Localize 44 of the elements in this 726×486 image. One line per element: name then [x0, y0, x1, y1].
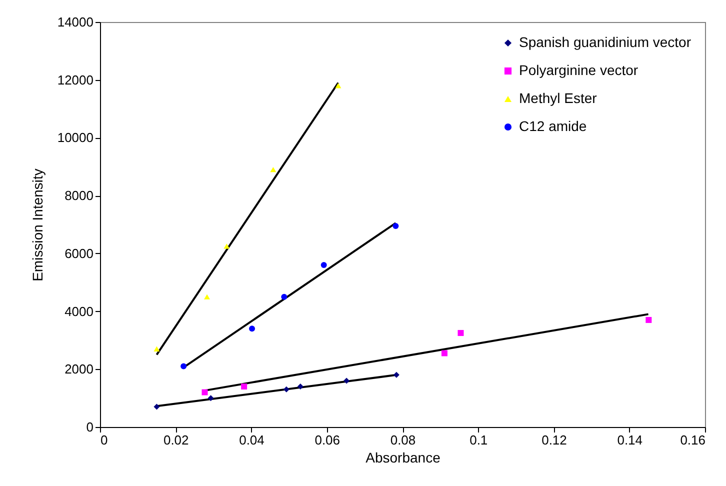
y-tick-label: 14000 — [57, 14, 94, 30]
y-tick-label: 6000 — [64, 246, 94, 261]
x-tick-label: 0.08 — [390, 432, 416, 448]
x-tick-label: 0.16 — [680, 432, 706, 448]
x-tick-label: 0.14 — [617, 432, 643, 448]
x-axis-title: Absorbance — [366, 450, 441, 466]
x-tick-label: 0.06 — [314, 432, 340, 448]
x-tick-label: 0 — [100, 432, 108, 448]
point — [270, 166, 276, 172]
point — [283, 386, 290, 392]
point — [249, 326, 256, 332]
y-tick-label: 10000 — [57, 130, 94, 146]
point — [154, 346, 160, 352]
point — [320, 262, 327, 268]
point — [646, 316, 652, 323]
point — [441, 350, 448, 356]
point — [344, 378, 350, 384]
y-tick-label: 8000 — [64, 188, 94, 204]
point — [392, 222, 399, 229]
point — [393, 372, 400, 378]
y-tick-label: 0 — [86, 420, 94, 434]
legend-label: C12 amide — [519, 118, 587, 134]
point — [458, 330, 464, 336]
y-axis-title: Emission Intensity — [29, 168, 46, 282]
x-tick-label: 0.1 — [470, 432, 488, 448]
point — [204, 294, 210, 300]
point — [208, 395, 214, 402]
point — [202, 389, 208, 396]
legend-label: Methyl Ester — [519, 90, 598, 106]
point — [241, 384, 248, 390]
y-tick-label: 2000 — [64, 362, 94, 377]
legend-label: Spanish guanidinium vector — [519, 34, 692, 50]
point — [335, 83, 342, 88]
point — [281, 294, 288, 300]
x-tick-label: 0.12 — [542, 432, 567, 448]
point — [180, 363, 187, 370]
point — [224, 244, 230, 249]
point — [154, 404, 160, 410]
point — [297, 384, 304, 390]
x-tick-label: 0.02 — [163, 432, 189, 448]
legend-label: Polyarginine vector — [519, 62, 638, 78]
x-tick-label: 0.04 — [239, 432, 264, 448]
y-tick-label: 4000 — [64, 304, 94, 319]
y-tick-label: 12000 — [57, 72, 94, 88]
